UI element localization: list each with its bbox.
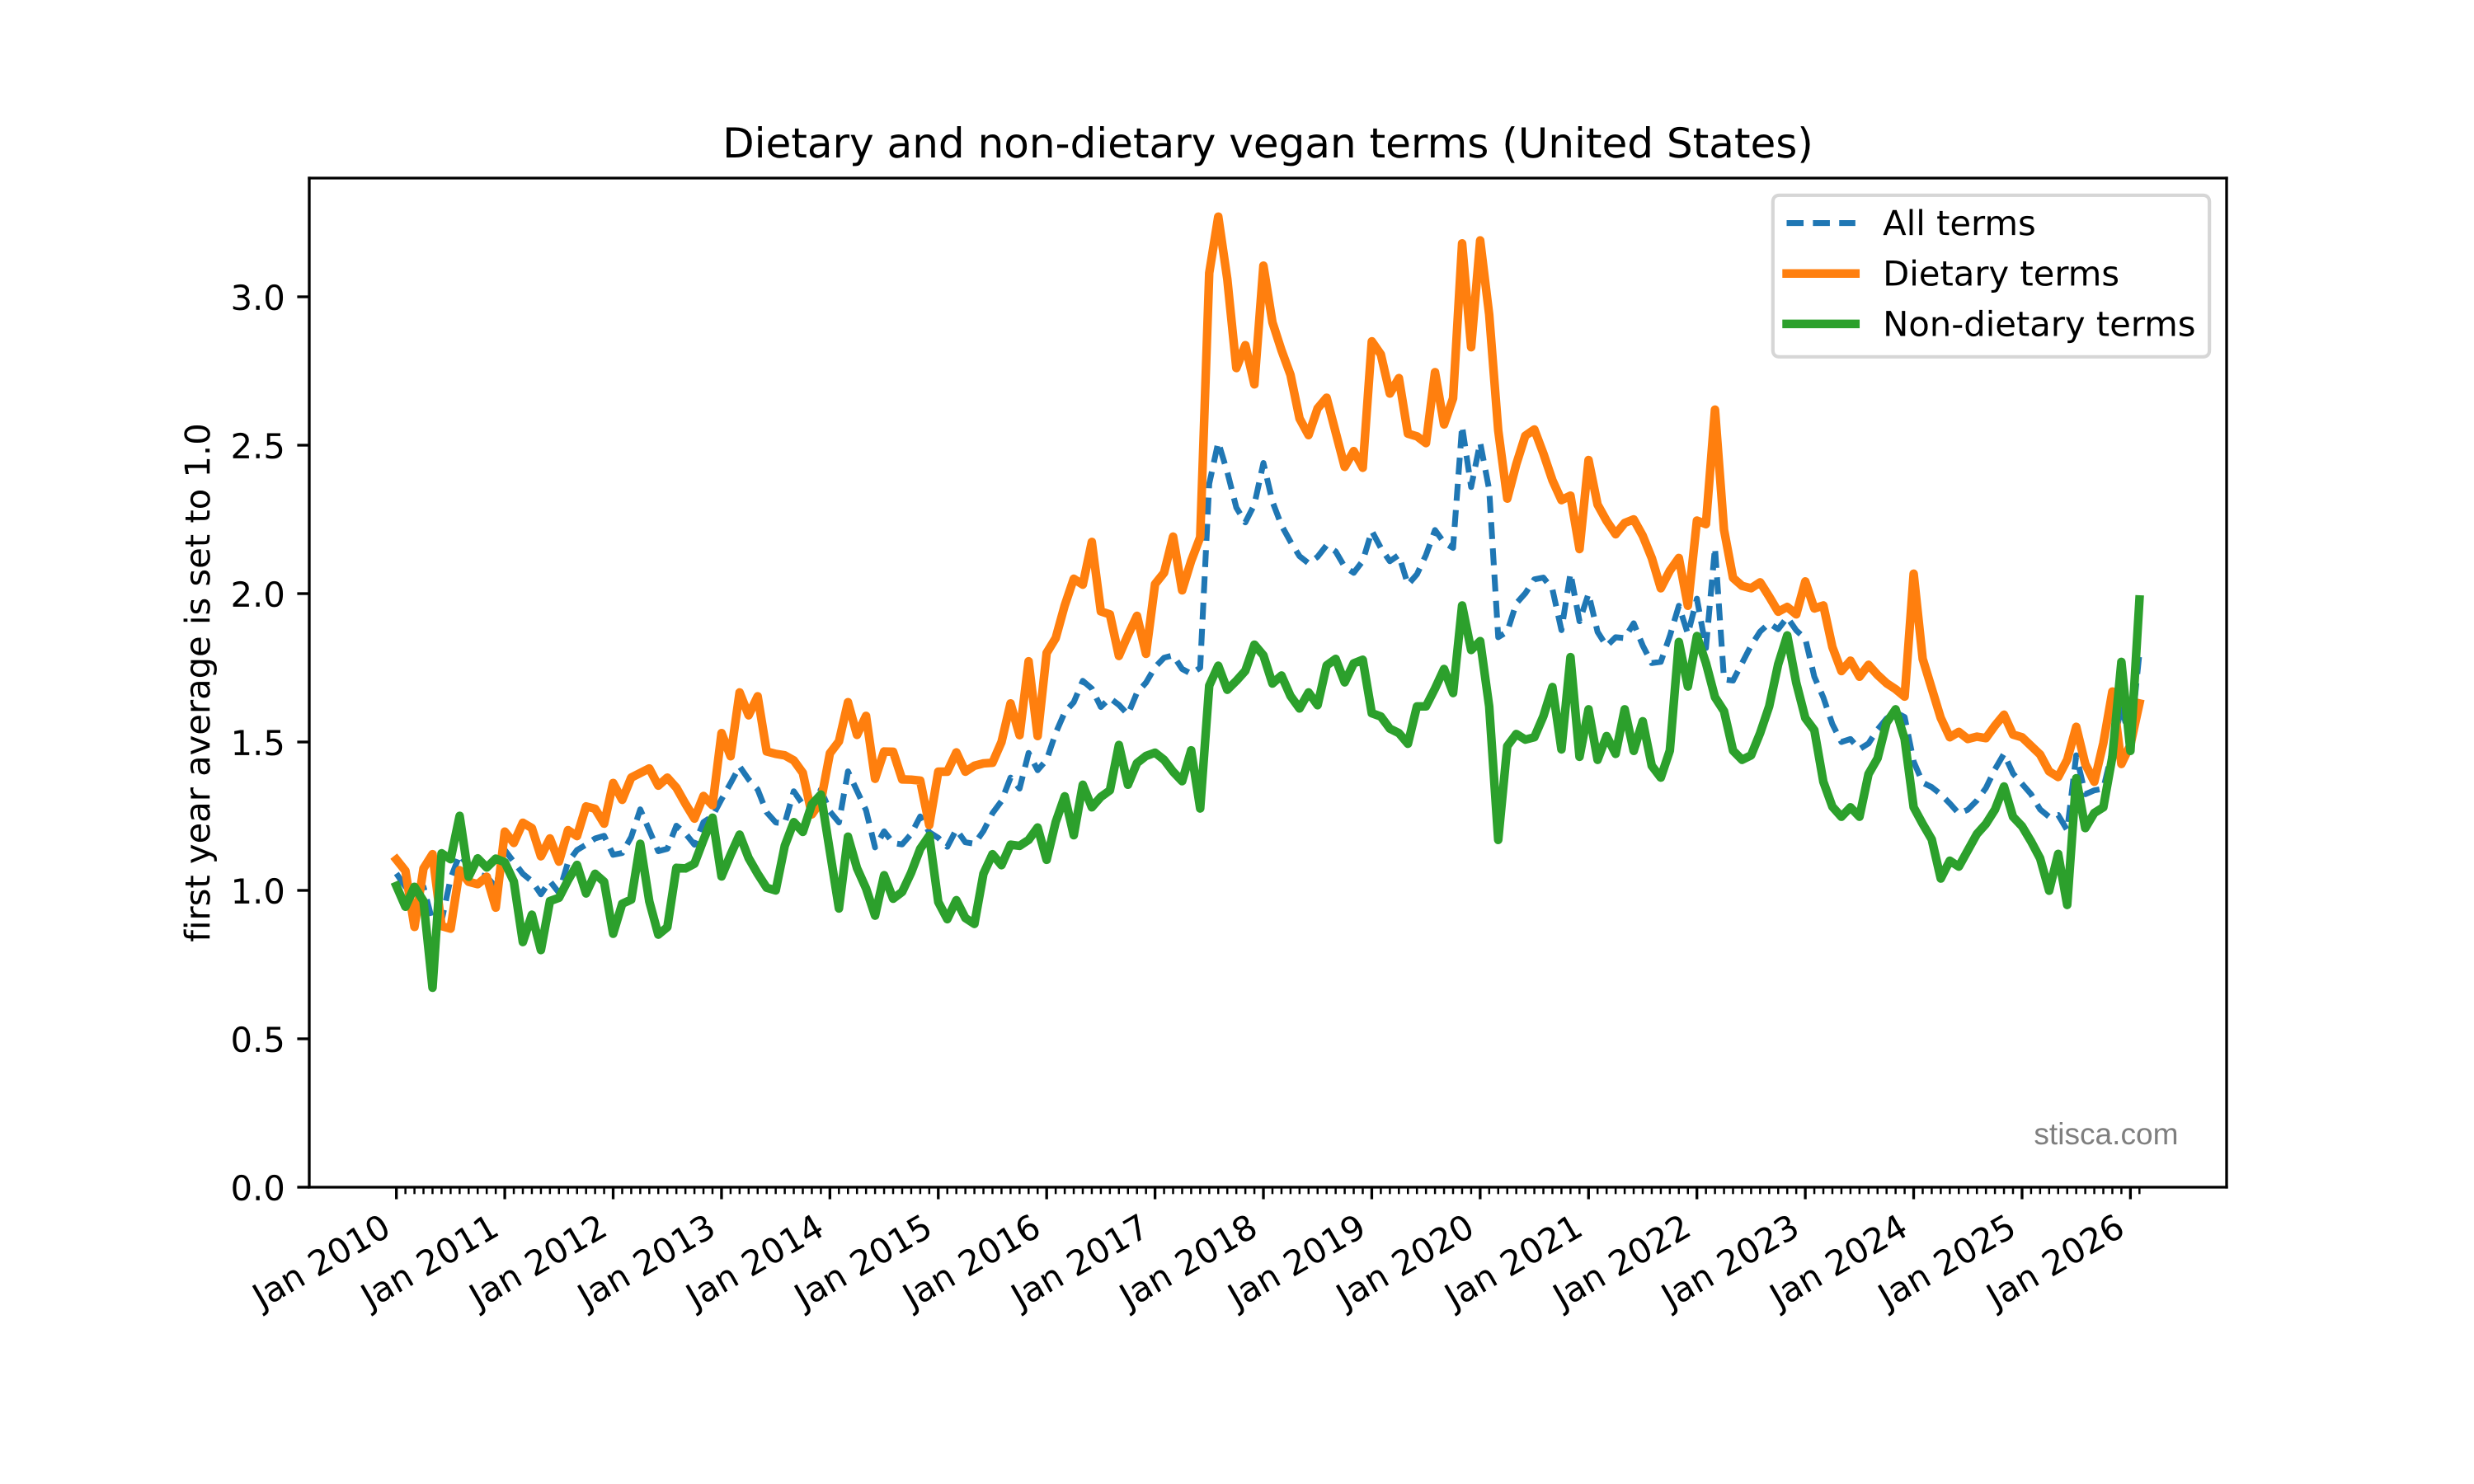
svg-text:stisca.com: stisca.com <box>2034 1116 2178 1151</box>
